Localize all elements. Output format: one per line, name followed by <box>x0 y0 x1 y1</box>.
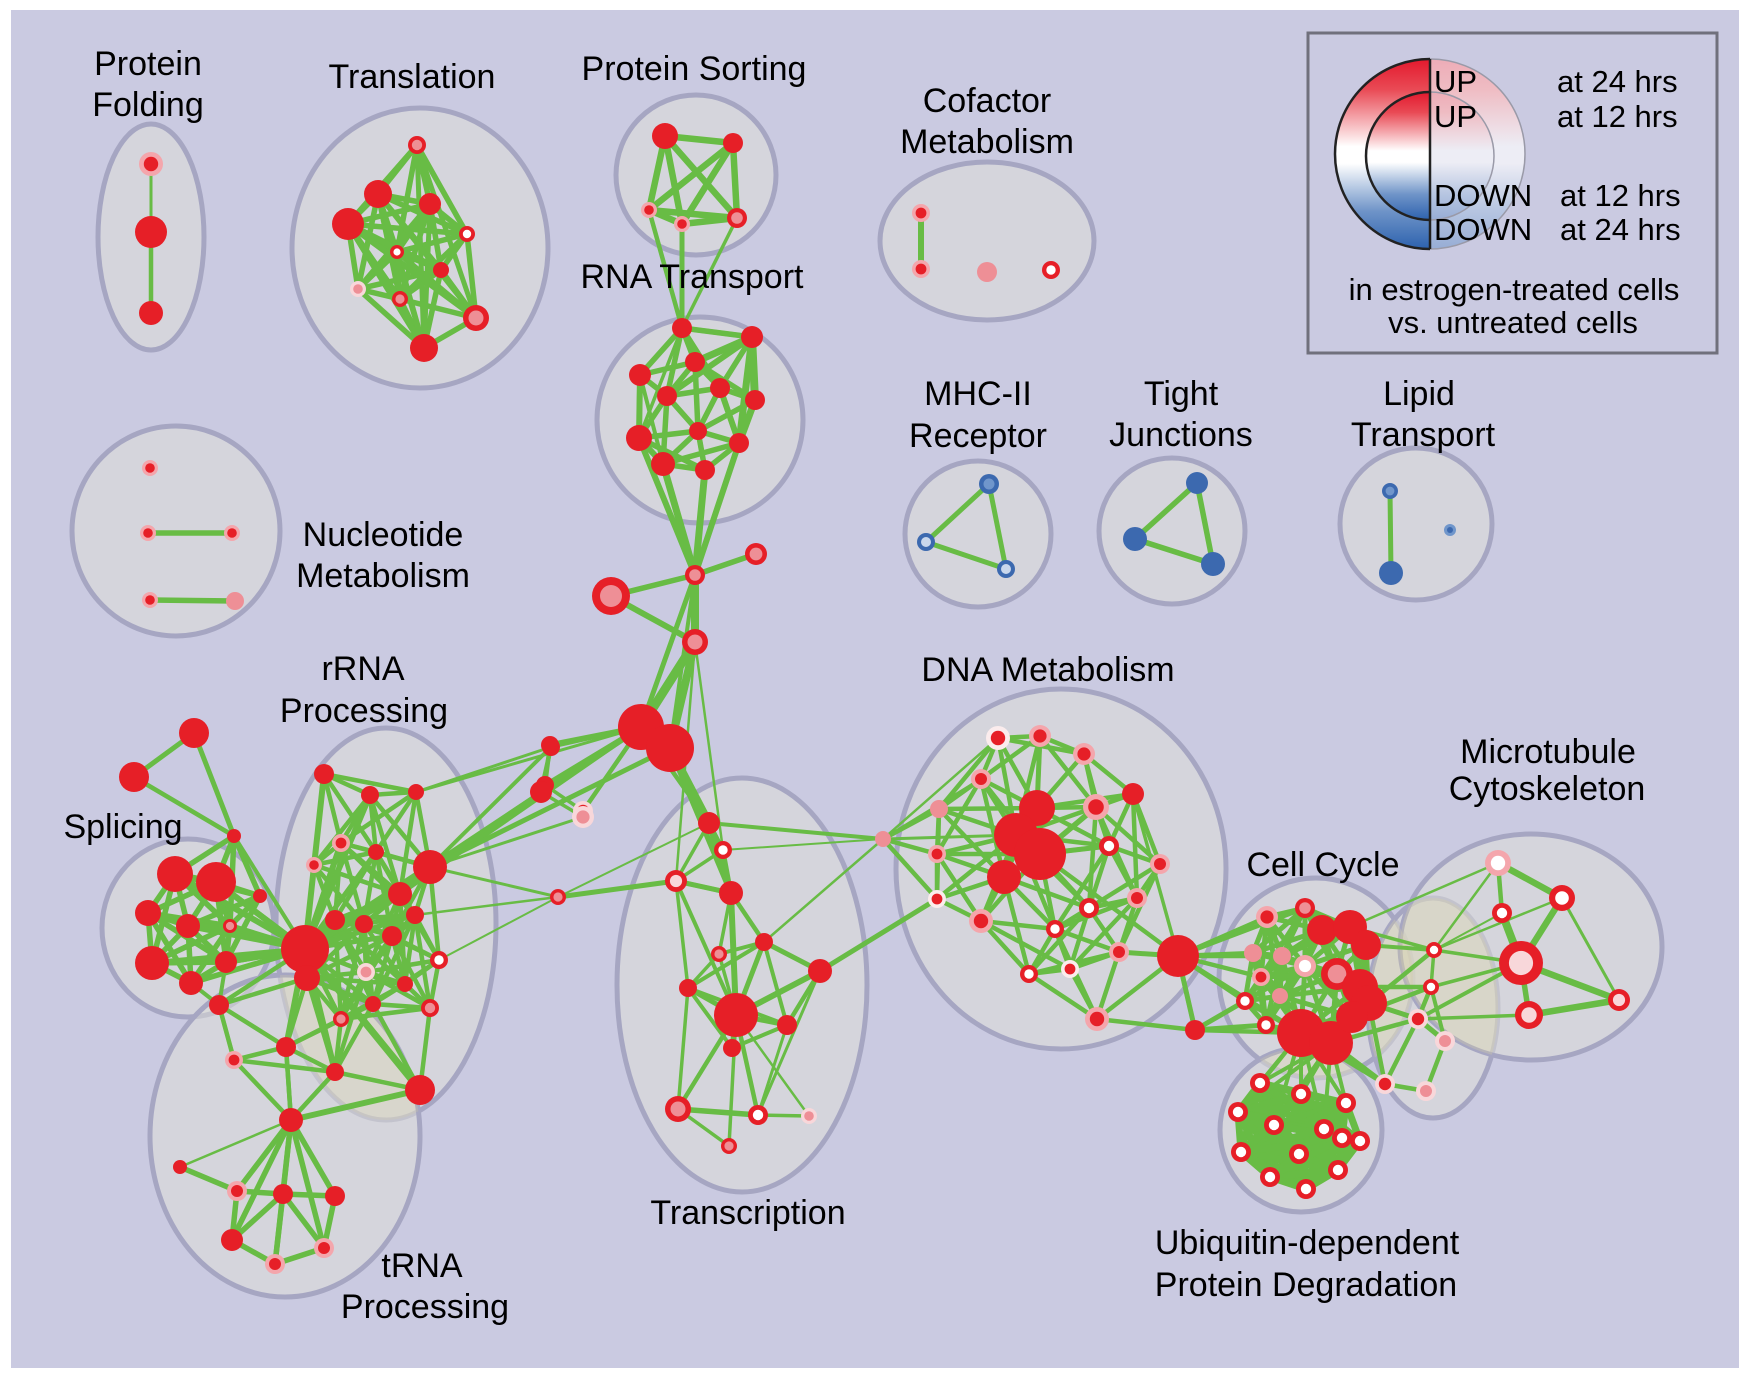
svg-text:Translation: Translation <box>329 58 496 96</box>
svg-text:DOWN: DOWN <box>1434 178 1532 213</box>
svg-text:Cytoskeleton: Cytoskeleton <box>1449 770 1646 808</box>
svg-text:vs. untreated cells: vs. untreated cells <box>1388 305 1638 340</box>
svg-text:RNA Transport: RNA Transport <box>581 258 805 296</box>
svg-text:Processing: Processing <box>280 692 448 730</box>
svg-text:Metabolism: Metabolism <box>296 557 470 595</box>
svg-text:Splicing: Splicing <box>63 808 182 846</box>
svg-text:Junctions: Junctions <box>1109 416 1253 454</box>
svg-text:at 12 hrs: at 12 hrs <box>1557 99 1678 134</box>
svg-text:Processing: Processing <box>341 1288 509 1326</box>
svg-text:Protein Sorting: Protein Sorting <box>582 50 807 88</box>
svg-text:Transcription: Transcription <box>650 1194 845 1232</box>
svg-text:Metabolism: Metabolism <box>900 123 1074 161</box>
svg-text:UP: UP <box>1434 64 1477 99</box>
svg-text:Receptor: Receptor <box>909 417 1047 455</box>
svg-text:rRNA: rRNA <box>321 650 404 688</box>
svg-text:Transport: Transport <box>1351 416 1496 454</box>
svg-text:Protein Degradation: Protein Degradation <box>1155 1266 1457 1304</box>
svg-text:MHC-II: MHC-II <box>924 375 1032 413</box>
svg-text:DOWN: DOWN <box>1434 212 1532 247</box>
svg-text:Nucleotide: Nucleotide <box>303 516 464 554</box>
svg-text:Folding: Folding <box>92 86 204 124</box>
svg-text:Protein: Protein <box>94 45 202 83</box>
svg-text:Tight: Tight <box>1144 375 1219 413</box>
svg-text:Cell Cycle: Cell Cycle <box>1246 846 1399 884</box>
svg-text:Cofactor: Cofactor <box>923 82 1052 120</box>
svg-text:at 24 hrs: at 24 hrs <box>1560 212 1681 247</box>
svg-text:Lipid: Lipid <box>1383 375 1455 413</box>
svg-text:in estrogen-treated cells: in estrogen-treated cells <box>1349 272 1680 307</box>
svg-text:at 24 hrs: at 24 hrs <box>1557 64 1678 99</box>
svg-text:DNA Metabolism: DNA Metabolism <box>921 651 1174 689</box>
svg-text:Ubiquitin-dependent: Ubiquitin-dependent <box>1155 1224 1460 1262</box>
svg-text:Microtubule: Microtubule <box>1460 733 1636 771</box>
svg-text:at 12 hrs: at 12 hrs <box>1560 178 1681 213</box>
svg-text:UP: UP <box>1434 99 1477 134</box>
svg-text:tRNA: tRNA <box>381 1247 463 1285</box>
